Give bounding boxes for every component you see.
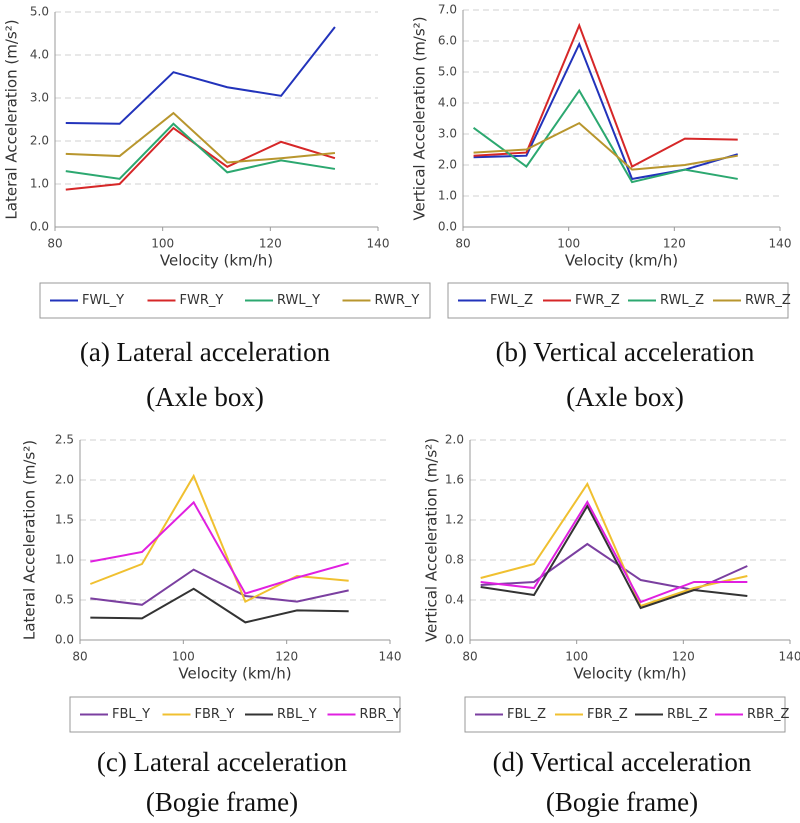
- y-tick-label: 3.0: [438, 127, 457, 141]
- legend-label: FBR_Z: [587, 707, 628, 722]
- data-line: [480, 499, 748, 604]
- y-tick-label: 2.0: [445, 433, 464, 447]
- x-tick-label: 120: [672, 650, 695, 664]
- data-line: [65, 26, 336, 125]
- legend-box: [464, 696, 786, 733]
- y-tick-label: 2.0: [55, 473, 74, 487]
- caption: (c) Lateral acceleration: [97, 747, 348, 777]
- y-tick-label: 2.5: [55, 433, 74, 447]
- x-axis-title: Velocity (km/h): [178, 665, 291, 683]
- data-line: [65, 122, 336, 180]
- legend-label: RBR_Y: [360, 707, 401, 722]
- y-tick-label: 0.0: [438, 220, 457, 234]
- legend-label: FWL_Z: [490, 293, 533, 308]
- legend-label: FWR_Y: [180, 293, 224, 308]
- data-line: [90, 587, 349, 624]
- data-line: [65, 111, 336, 164]
- y-tick-label: 5.0: [30, 5, 49, 19]
- x-axis-title: Velocity (km/h): [573, 665, 686, 683]
- y-tick-label: 6.0: [438, 34, 457, 48]
- y-axis-title: Vertical Acceleration (m/s²): [411, 16, 429, 220]
- caption: (b) Vertical acceleration: [496, 337, 755, 367]
- legend-label: RBR_Z: [747, 707, 789, 722]
- y-tick-label: 1.0: [30, 177, 49, 191]
- caption: (Bogie frame): [546, 787, 698, 817]
- y-tick-label: 1.0: [55, 553, 74, 567]
- legend-label: RWL_Y: [277, 293, 320, 308]
- x-tick-label: 120: [663, 237, 686, 251]
- y-tick-label: 7.0: [438, 3, 457, 17]
- legend-box: [69, 696, 401, 733]
- x-tick-label: 120: [259, 237, 282, 251]
- y-axis-title: Vertical Acceleration (m/s²): [423, 438, 441, 642]
- legend-box: [39, 282, 431, 319]
- data-line: [473, 41, 739, 181]
- data-line: [89, 473, 349, 603]
- data-line: [473, 121, 738, 171]
- data-line: [90, 568, 349, 606]
- caption: (Axle box): [566, 382, 684, 412]
- y-tick-label: 0.8: [445, 553, 464, 567]
- y-tick-label: 0.0: [30, 220, 49, 234]
- y-tick-label: 0.5: [55, 593, 74, 607]
- x-tick-label: 100: [172, 650, 195, 664]
- y-tick-label: 5.0: [438, 65, 457, 79]
- x-tick-label: 140: [779, 650, 800, 664]
- caption: (Bogie frame): [146, 787, 298, 817]
- legend-label: FBR_Y: [195, 707, 235, 722]
- data-line: [480, 503, 748, 610]
- y-tick-label: 1.0: [438, 189, 457, 203]
- x-tick-label: 100: [557, 237, 580, 251]
- y-tick-label: 0.0: [55, 633, 74, 647]
- y-tick-label: 0.0: [445, 633, 464, 647]
- x-tick-label: 140: [367, 237, 390, 251]
- data-line: [90, 500, 349, 595]
- y-tick-label: 1.2: [445, 513, 464, 527]
- legend-label: RBL_Y: [277, 707, 317, 722]
- x-tick-label: 80: [462, 650, 477, 664]
- y-tick-label: 1.5: [55, 513, 74, 527]
- x-tick-label: 120: [275, 650, 298, 664]
- caption: (a) Lateral acceleration: [80, 337, 331, 367]
- x-axis-title: Velocity (km/h): [160, 252, 273, 270]
- x-tick-label: 140: [379, 650, 402, 664]
- data-line: [480, 481, 748, 608]
- caption: (d) Vertical acceleration: [493, 747, 752, 777]
- y-tick-label: 4.0: [30, 48, 49, 62]
- legend-label: RWL_Z: [660, 293, 704, 308]
- y-axis-title: Lateral Acceleration (m/s²): [21, 440, 39, 640]
- y-tick-label: 1.6: [445, 473, 464, 487]
- y-axis-title: Lateral Acceleration (m/s²): [3, 19, 21, 219]
- legend-label: FWR_Z: [575, 293, 620, 308]
- legend-label: RWR_Y: [375, 293, 420, 308]
- data-line: [473, 22, 738, 168]
- x-tick-label: 80: [72, 650, 87, 664]
- x-tick-label: 140: [769, 237, 792, 251]
- x-tick-label: 100: [565, 650, 588, 664]
- x-tick-label: 80: [47, 237, 62, 251]
- legend-label: FBL_Y: [112, 707, 150, 722]
- x-axis-title: Velocity (km/h): [565, 252, 678, 270]
- y-tick-label: 2.0: [30, 134, 49, 148]
- legend-box: [447, 282, 789, 319]
- y-tick-label: 2.0: [438, 158, 457, 172]
- caption: (Axle box): [146, 382, 264, 412]
- legend-label: FWL_Y: [82, 293, 124, 308]
- x-tick-label: 100: [151, 237, 174, 251]
- y-tick-label: 3.0: [30, 91, 49, 105]
- legend-label: RBL_Z: [667, 707, 708, 722]
- y-tick-label: 0.4: [445, 593, 464, 607]
- legend-label: FBL_Z: [507, 707, 546, 722]
- legend-label: RWR_Z: [745, 293, 791, 308]
- x-tick-label: 80: [455, 237, 470, 251]
- y-tick-label: 4.0: [438, 96, 457, 110]
- data-line: [472, 88, 738, 184]
